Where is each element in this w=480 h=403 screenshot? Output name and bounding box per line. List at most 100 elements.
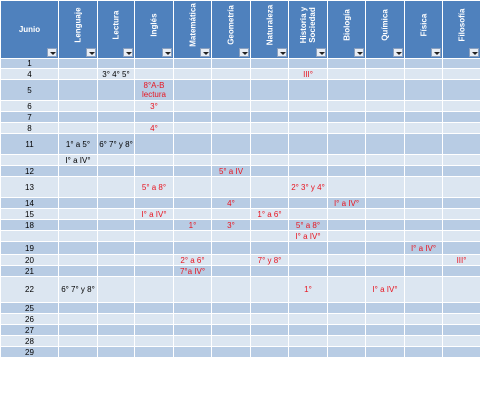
schedule-cell[interactable]: [134, 58, 174, 69]
schedule-cell[interactable]: [404, 165, 443, 177]
schedule-cell[interactable]: [97, 346, 135, 358]
schedule-cell[interactable]: [134, 154, 174, 166]
schedule-cell[interactable]: [442, 122, 480, 134]
day-cell[interactable]: 14: [0, 197, 59, 209]
schedule-cell[interactable]: [365, 241, 405, 255]
day-cell[interactable]: [0, 154, 59, 166]
day-cell[interactable]: 20: [0, 254, 59, 266]
schedule-cell[interactable]: [134, 265, 174, 277]
schedule-cell[interactable]: [134, 241, 174, 255]
schedule-cell[interactable]: [211, 241, 251, 255]
schedule-cell[interactable]: [211, 122, 251, 134]
schedule-cell[interactable]: [442, 208, 480, 220]
day-cell[interactable]: 26: [0, 313, 59, 325]
day-cell[interactable]: 8: [0, 122, 59, 134]
day-cell[interactable]: 19: [0, 241, 59, 255]
schedule-cell[interactable]: [250, 313, 289, 325]
schedule-cell[interactable]: [288, 154, 328, 166]
filter-dropdown-button[interactable]: [86, 48, 96, 57]
schedule-cell[interactable]: [250, 100, 289, 112]
schedule-cell[interactable]: [327, 324, 366, 336]
schedule-cell[interactable]: [250, 335, 289, 347]
schedule-cell[interactable]: [442, 133, 480, 155]
schedule-cell[interactable]: [365, 324, 405, 336]
schedule-cell[interactable]: [365, 133, 405, 155]
schedule-cell[interactable]: [173, 58, 212, 69]
schedule-cell[interactable]: [365, 346, 405, 358]
schedule-cell[interactable]: [288, 265, 328, 277]
schedule-cell[interactable]: [97, 324, 135, 336]
schedule-cell[interactable]: [288, 241, 328, 255]
schedule-cell[interactable]: [58, 346, 98, 358]
schedule-cell[interactable]: [134, 219, 174, 231]
day-cell[interactable]: 13: [0, 176, 59, 198]
schedule-cell[interactable]: I° a IV°: [288, 230, 328, 242]
schedule-cell[interactable]: [288, 302, 328, 314]
schedule-cell[interactable]: [365, 68, 405, 80]
schedule-cell[interactable]: [58, 302, 98, 314]
schedule-cell[interactable]: [134, 68, 174, 80]
schedule-cell[interactable]: [365, 165, 405, 177]
schedule-cell[interactable]: [404, 100, 443, 112]
schedule-cell[interactable]: [365, 313, 405, 325]
schedule-cell[interactable]: [327, 346, 366, 358]
schedule-cell[interactable]: [97, 197, 135, 209]
schedule-cell[interactable]: [173, 79, 212, 101]
schedule-cell[interactable]: [173, 68, 212, 80]
schedule-cell[interactable]: [250, 265, 289, 277]
schedule-cell[interactable]: [327, 302, 366, 314]
schedule-cell[interactable]: [173, 165, 212, 177]
filter-dropdown-button[interactable]: [162, 48, 172, 57]
schedule-cell[interactable]: [327, 111, 366, 123]
schedule-cell[interactable]: [288, 165, 328, 177]
schedule-cell[interactable]: 7° y 8°: [250, 254, 289, 266]
schedule-cell[interactable]: [327, 313, 366, 325]
day-cell[interactable]: 28: [0, 335, 59, 347]
schedule-cell[interactable]: [58, 208, 98, 220]
day-cell[interactable]: 29: [0, 346, 59, 358]
schedule-cell[interactable]: I° a IV°: [404, 241, 443, 255]
schedule-cell[interactable]: [327, 241, 366, 255]
schedule-cell[interactable]: [327, 265, 366, 277]
schedule-cell[interactable]: [211, 208, 251, 220]
schedule-cell[interactable]: [211, 230, 251, 242]
filter-dropdown-button[interactable]: [123, 48, 133, 57]
schedule-cell[interactable]: [442, 111, 480, 123]
schedule-cell[interactable]: [173, 100, 212, 112]
schedule-cell[interactable]: [327, 122, 366, 134]
schedule-cell[interactable]: [250, 154, 289, 166]
schedule-cell[interactable]: 1°: [288, 276, 328, 303]
day-cell[interactable]: [0, 230, 59, 242]
schedule-cell[interactable]: [97, 276, 135, 303]
schedule-cell[interactable]: III°: [442, 254, 480, 266]
schedule-cell[interactable]: [58, 324, 98, 336]
schedule-cell[interactable]: [134, 165, 174, 177]
filter-dropdown-button[interactable]: [47, 48, 57, 57]
schedule-cell[interactable]: [442, 176, 480, 198]
schedule-cell[interactable]: [365, 111, 405, 123]
schedule-cell[interactable]: [365, 100, 405, 112]
schedule-cell[interactable]: 5° a 8°: [288, 219, 328, 231]
schedule-cell[interactable]: [250, 122, 289, 134]
schedule-cell[interactable]: [365, 219, 405, 231]
schedule-cell[interactable]: [288, 111, 328, 123]
schedule-cell[interactable]: [58, 111, 98, 123]
schedule-cell[interactable]: [211, 335, 251, 347]
day-cell[interactable]: 7: [0, 111, 59, 123]
schedule-cell[interactable]: [58, 176, 98, 198]
schedule-cell[interactable]: [327, 165, 366, 177]
schedule-cell[interactable]: [288, 335, 328, 347]
schedule-cell[interactable]: [288, 197, 328, 209]
schedule-cell[interactable]: 2° a 6°: [173, 254, 212, 266]
schedule-cell[interactable]: [327, 335, 366, 347]
schedule-cell[interactable]: I° a IV°: [134, 208, 174, 220]
schedule-cell[interactable]: [211, 313, 251, 325]
schedule-cell[interactable]: [442, 346, 480, 358]
schedule-cell[interactable]: [97, 230, 135, 242]
schedule-cell[interactable]: [327, 58, 366, 69]
schedule-cell[interactable]: [250, 276, 289, 303]
schedule-cell[interactable]: [404, 254, 443, 266]
schedule-cell[interactable]: [442, 265, 480, 277]
schedule-cell[interactable]: [211, 176, 251, 198]
schedule-cell[interactable]: [404, 208, 443, 220]
